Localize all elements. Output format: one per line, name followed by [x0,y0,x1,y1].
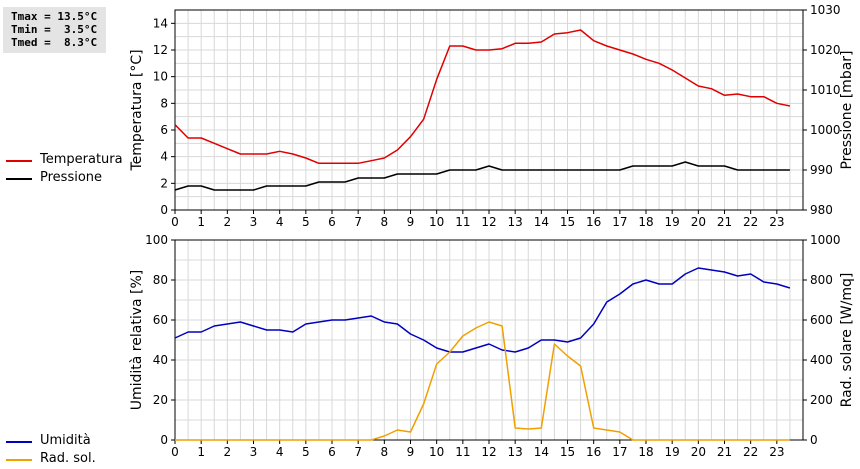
x-tick-label: 14 [534,215,549,229]
x-tick-label: 4 [276,445,284,459]
x-tick-label: 20 [691,215,706,229]
x-tick-label: 8 [381,445,389,459]
x-tick-label: 17 [612,445,627,459]
x-tick-label: 0 [171,445,179,459]
x-tick-label: 12 [481,445,496,459]
y-tick-label-left: 0 [160,433,168,447]
x-tick-label: 11 [455,215,470,229]
x-tick-label: 6 [328,445,336,459]
stat-tmin: Tmin = 3.5°C [11,23,98,36]
y-tick-label-right: 1030 [810,3,841,17]
y-tick-label-right: 1000 [810,233,841,247]
x-tick-label: 19 [665,445,680,459]
series-line-pressure [174,161,790,191]
x-tick-label: 8 [381,215,389,229]
x-tick-label: 21 [717,215,732,229]
y-tick-label-right: 600 [810,313,833,327]
x-tick-label: 2 [224,215,232,229]
x-tick-label: 4 [276,215,284,229]
x-tick-label: 20 [691,445,706,459]
x-tick-label: 2 [224,445,232,459]
legend-label-humidity: Umidità [40,433,91,448]
x-tick-label: 16 [586,445,601,459]
x-tick-label: 0 [171,215,179,229]
y-tick-label-left: 4 [160,150,168,164]
legend-swatch-temperature [6,160,32,162]
y-tick-label-left: 20 [153,393,168,407]
y-tick-label-right: 400 [810,353,833,367]
y-tick-label-right: 980 [810,203,833,217]
x-tick-label: 22 [743,215,758,229]
y-axis-title-left: Temperatura [°C] [129,49,145,171]
x-tick-label: 7 [354,215,362,229]
x-tick-label: 9 [407,445,415,459]
y-tick-label-right: 990 [810,163,833,177]
series-line-humidity [174,267,791,353]
stat-tmed: Tmed = 8.3°C [11,36,98,49]
y-tick-label-left: 80 [153,273,168,287]
x-tick-label: 18 [638,215,653,229]
x-tick-label: 10 [429,445,444,459]
y-tick-label-left: 8 [160,96,168,110]
series-line-radiation [175,321,790,441]
y-axis-title-right: Rad. solare [W/mq] [839,273,855,408]
x-tick-label: 1 [197,445,205,459]
x-tick-label: 17 [612,215,627,229]
x-tick-label: 12 [481,215,496,229]
y-tick-label-right: 200 [810,393,833,407]
stats-box: Tmax = 13.5°C Tmin = 3.5°C Tmed = 8.3°C [3,7,106,53]
legend-label-pressure: Pressione [40,170,103,185]
y-axis-title-right: Pressione [mbar] [839,50,855,169]
y-tick-label-right: 800 [810,273,833,287]
y-tick-label-left: 10 [153,70,168,84]
x-tick-label: 23 [769,215,784,229]
x-tick-label: 18 [638,445,653,459]
legend-swatch-pressure [6,178,32,180]
y-tick-label-left: 0 [160,203,168,217]
y-tick-label-left: 6 [160,123,168,137]
x-tick-label: 15 [560,445,575,459]
y-tick-label-right: 1010 [810,83,841,97]
y-tick-label-left: 60 [153,313,168,327]
x-tick-label: 9 [407,215,415,229]
y-tick-label-right: 0 [810,433,818,447]
y-tick-label-left: 100 [145,233,168,247]
y-tick-label-left: 14 [153,16,168,30]
legend-label-temperature: Temperatura [40,152,123,167]
x-tick-label: 3 [250,445,258,459]
x-tick-label: 5 [302,445,310,459]
series-line-temperature [174,29,791,165]
x-tick-label: 23 [769,445,784,459]
x-tick-label: 10 [429,215,444,229]
x-tick-label: 14 [534,445,549,459]
legend-swatch-humidity [6,441,32,443]
stat-tmax: Tmax = 13.5°C [11,10,98,23]
x-tick-label: 19 [665,215,680,229]
y-axis-title-left: Umidità relativa [%] [129,270,145,411]
y-tick-label-right: 1000 [810,123,841,137]
x-tick-label: 5 [302,215,310,229]
x-tick-label: 22 [743,445,758,459]
x-tick-label: 11 [455,445,470,459]
y-tick-label-left: 2 [160,176,168,190]
x-tick-label: 7 [354,445,362,459]
x-tick-label: 1 [197,215,205,229]
y-tick-label-right: 1020 [810,43,841,57]
x-tick-label: 13 [508,445,523,459]
x-tick-label: 6 [328,215,336,229]
y-tick-label-left: 40 [153,353,168,367]
x-tick-label: 16 [586,215,601,229]
x-tick-label: 13 [508,215,523,229]
x-tick-label: 3 [250,215,258,229]
y-tick-label-left: 12 [153,43,168,57]
x-tick-label: 15 [560,215,575,229]
x-tick-label: 21 [717,445,732,459]
